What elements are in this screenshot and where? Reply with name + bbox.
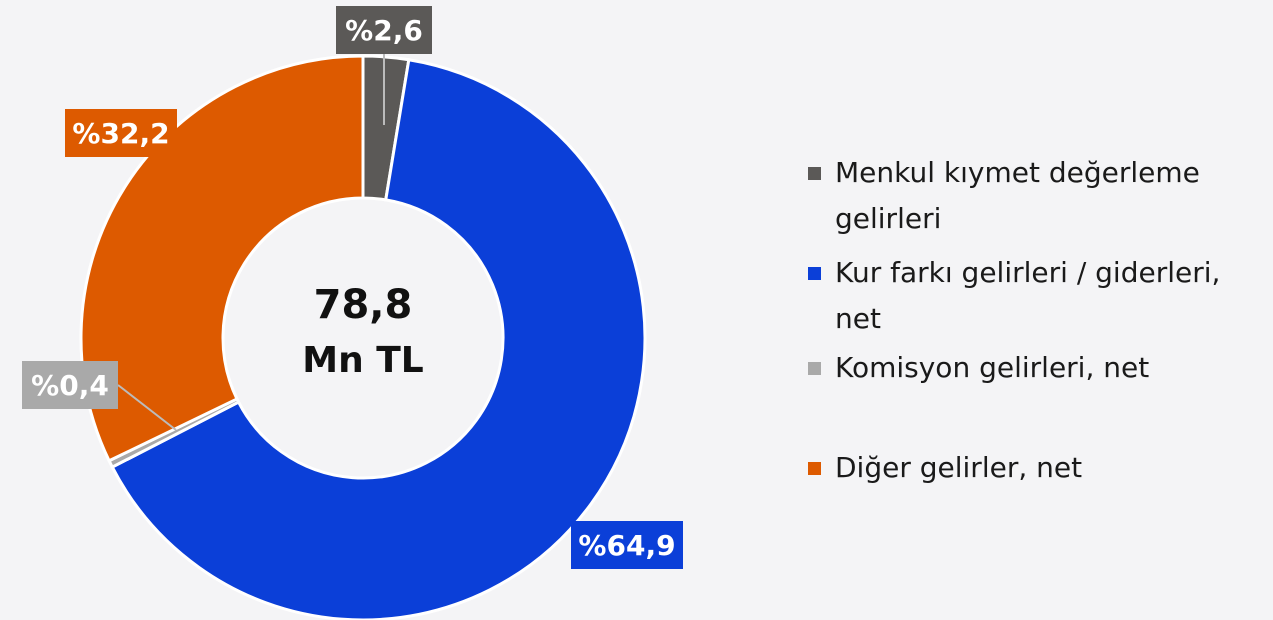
center-unit: Mn TL: [302, 340, 423, 381]
data-label: %32,2: [72, 117, 169, 150]
legend-item: Diğer gelirler, net: [808, 445, 1228, 491]
donut-slice: [110, 58, 647, 620]
label-box: [571, 521, 683, 569]
leader-line: [117, 384, 177, 431]
data-label: %2,6: [345, 14, 423, 47]
legend-label: Menkul kıymet değerleme gelirleri: [835, 156, 1200, 235]
legend-item: Menkul kıymet değerleme gelirleri: [808, 150, 1228, 242]
legend-swatch: [808, 362, 821, 375]
label-box: [22, 361, 118, 409]
center-value: 78,8: [314, 282, 413, 328]
label-box: [336, 6, 432, 54]
data-label: %0,4: [31, 369, 109, 402]
label-box: [65, 109, 177, 157]
legend-swatch: [808, 462, 821, 475]
legend-swatch: [808, 267, 821, 280]
legend-swatch: [808, 167, 821, 180]
legend-label: Diğer gelirler, net: [835, 451, 1083, 484]
donut-slice: [79, 54, 365, 463]
legend-label: Komisyon gelirleri, net: [835, 351, 1150, 384]
legend-label: Kur farkı gelirleri / giderleri, net: [835, 256, 1221, 335]
legend-item: Komisyon gelirleri, net: [808, 345, 1228, 391]
data-label: %64,9: [578, 529, 675, 562]
legend-item: Kur farkı gelirleri / giderleri, net: [808, 250, 1228, 342]
